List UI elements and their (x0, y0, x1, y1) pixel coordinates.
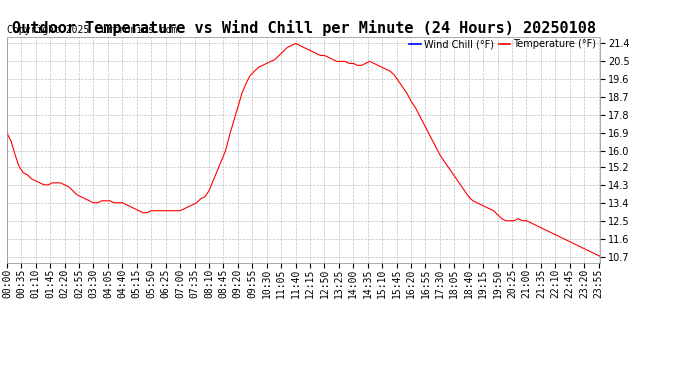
Text: Copyright 2025 Curtronics.com: Copyright 2025 Curtronics.com (7, 25, 177, 35)
Title: Outdoor Temperature vs Wind Chill per Minute (24 Hours) 20250108: Outdoor Temperature vs Wind Chill per Mi… (12, 20, 595, 36)
Legend: Wind Chill (°F), Temperature (°F): Wind Chill (°F), Temperature (°F) (406, 35, 600, 53)
